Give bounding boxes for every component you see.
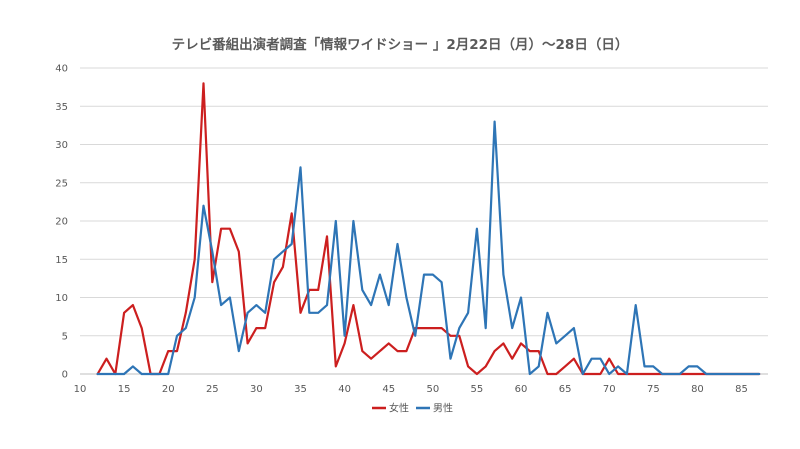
x-tick-label: 55 (471, 384, 484, 395)
x-tick-label: 20 (162, 384, 175, 395)
y-tick-label: 25 (55, 178, 68, 189)
x-tick-label: 65 (559, 384, 572, 395)
x-tick-label: 80 (691, 384, 704, 395)
x-tick-label: 50 (426, 384, 439, 395)
series-line-1 (96, 82, 761, 376)
x-axis-ticks: 10 15 20 25 30 35 40 45 50 55 60 65 70 75 80 85 (74, 384, 748, 395)
x-tick-label: 60 (515, 384, 528, 395)
series-lines (96, 82, 761, 376)
y-axis-ticks: 0 5 10 15 20 25 30 35 40 (55, 64, 68, 381)
y-tick-label: 5 (62, 331, 68, 342)
x-tick-label: 45 (382, 384, 395, 395)
y-tick-label: 15 (55, 255, 68, 266)
x-tick-label: 85 (735, 384, 748, 395)
legend: 女性 男性 (372, 402, 453, 415)
y-tick-label: 10 (55, 293, 68, 304)
y-tick-label: 0 (62, 370, 68, 381)
x-tick-label: 15 (118, 384, 131, 395)
y-tick-label: 30 (55, 140, 68, 151)
x-tick-label: 70 (603, 384, 616, 395)
series-line-2 (96, 120, 761, 376)
chart-title: テレビ番組出演者調査「情報ワイドショー 」2月22日（月）〜28日（日） (172, 36, 629, 53)
x-tick-label: 40 (338, 384, 351, 395)
legend-label-2: 男性 (433, 402, 453, 415)
x-tick-label: 10 (74, 384, 87, 395)
legend-label-1: 女性 (389, 402, 409, 415)
x-tick-label: 35 (294, 384, 307, 395)
x-tick-label: 75 (647, 384, 660, 395)
y-tick-label: 40 (55, 64, 68, 75)
x-tick-label: 30 (250, 384, 263, 395)
x-tick-label: 25 (206, 384, 219, 395)
y-tick-label: 20 (55, 217, 68, 228)
y-tick-label: 35 (55, 102, 68, 113)
